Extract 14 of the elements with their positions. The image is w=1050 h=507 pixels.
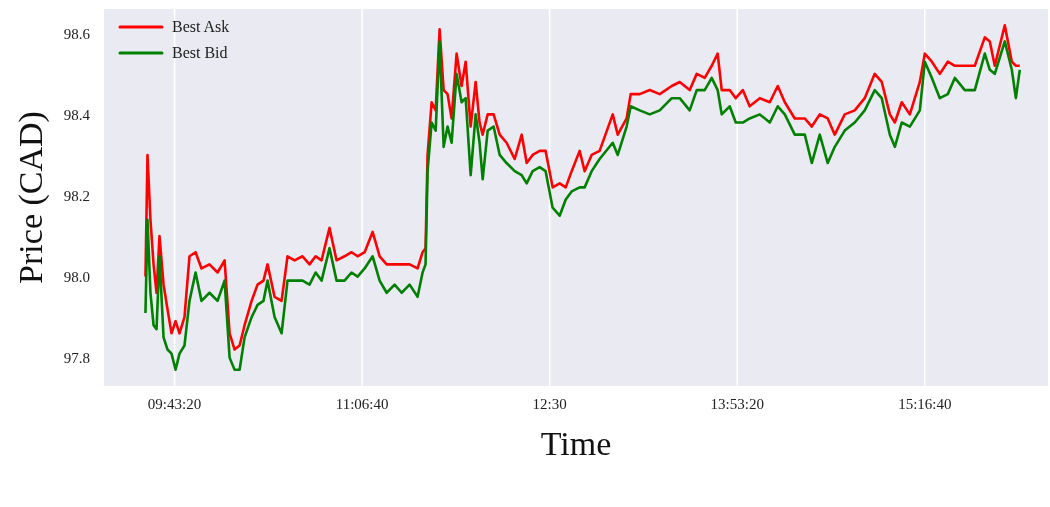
x-tick-label: 12:30 (532, 395, 567, 412)
y-tick-label: 98.0 (63, 268, 90, 285)
y-axis-title: Price (CAD) (12, 111, 51, 284)
y-tick-label: 98.2 (63, 187, 90, 204)
y-tick-label: 97.8 (63, 349, 90, 366)
x-tick-label: 13:53:20 (710, 395, 764, 412)
x-tick-label: 11:06:40 (335, 395, 389, 412)
legend-label: Best Bid (172, 44, 228, 62)
y-tick-label: 98.6 (63, 25, 91, 42)
y-tick-label: 98.4 (63, 106, 91, 123)
legend-label: Best Ask (172, 18, 230, 36)
x-axis-title: Time (540, 425, 612, 462)
x-tick-label: 09:43:20 (147, 395, 202, 412)
x-tick-label: 15:16:40 (898, 395, 952, 412)
